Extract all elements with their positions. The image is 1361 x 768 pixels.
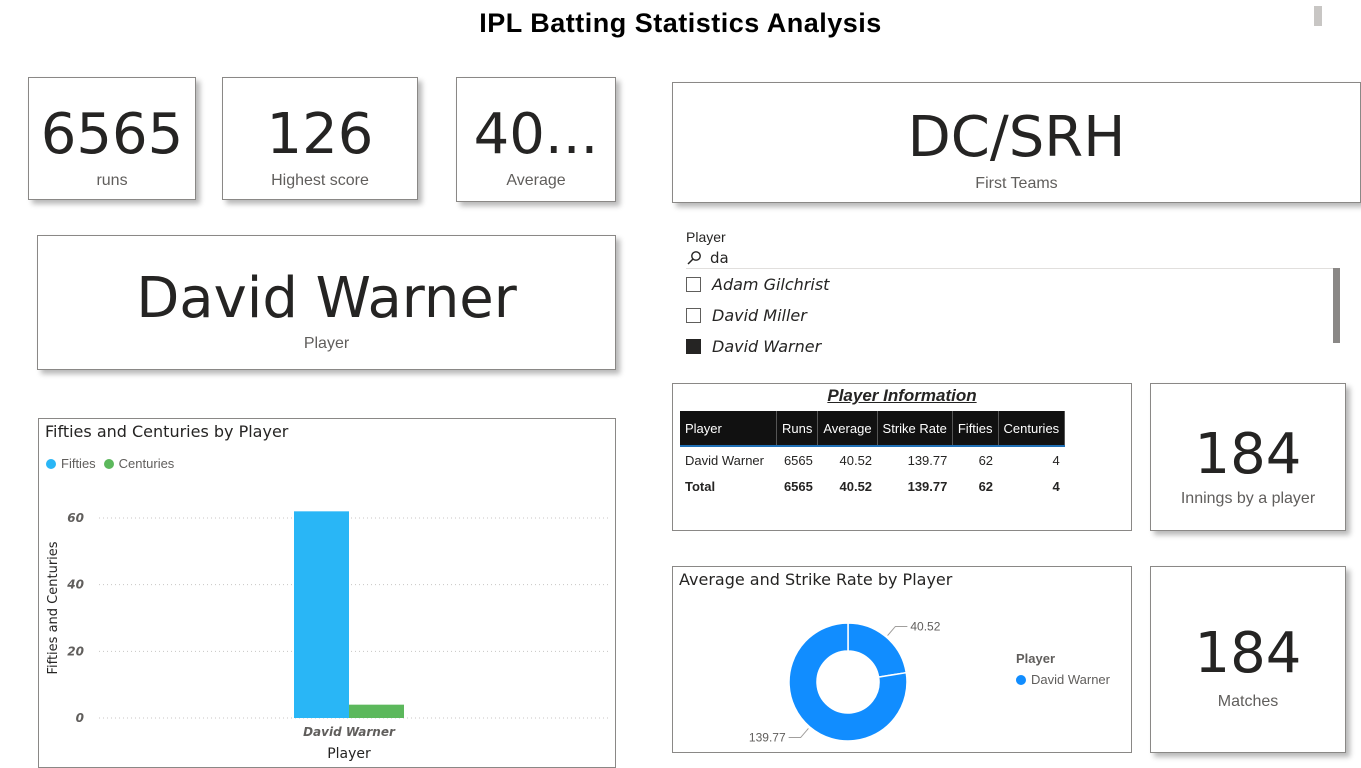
x-category-label: David Warner	[303, 725, 396, 739]
first-teams-value: DC/SRH	[907, 105, 1126, 170]
x-axis-title: Player	[327, 746, 371, 762]
runs-card: 6565 runs	[28, 77, 196, 200]
column-header[interactable]: Runs	[776, 411, 819, 446]
data-label: 139.77	[749, 731, 786, 745]
first-teams-label: First Teams	[975, 175, 1058, 192]
table-row: David Warner 6565 40.52 139.77 62 4	[680, 445, 1065, 473]
column-header[interactable]: Average	[817, 411, 878, 446]
search-input[interactable]	[710, 249, 1010, 267]
chart-title: Average and Strike Rate by Player	[679, 570, 953, 589]
legend-label: Fifties	[61, 456, 96, 471]
donut-slice[interactable]	[788, 622, 908, 742]
average-label: Average	[506, 172, 566, 189]
runs-value: 6565	[40, 102, 184, 167]
table-cell: 139.77	[907, 478, 948, 494]
matches-card: 184 Matches	[1150, 566, 1346, 753]
table-cell: 40.52	[817, 445, 878, 473]
table-cell: David Warner	[680, 445, 777, 473]
bar-fifties[interactable]	[294, 511, 349, 718]
y-axis-title: Fifties and Centuries	[46, 541, 61, 674]
column-header[interactable]: Centuries	[998, 411, 1066, 446]
legend-dot-centuries	[103, 458, 114, 469]
table-cell: 40.52	[839, 478, 873, 494]
table-cell: 139.77	[877, 445, 953, 473]
donut-legend: Player David Warner	[1016, 651, 1110, 687]
average-strike-rate-chart: Average and Strike Rate by Player 40.52 1…	[672, 566, 1132, 753]
slicer-search[interactable]	[686, 248, 1340, 269]
donut-slice[interactable]	[847, 622, 908, 678]
bar-chart-plot: 0 20 40 60 David Warner Player Fifties and …	[46, 511, 609, 762]
table-cell: 4	[1052, 478, 1060, 494]
legend-label: Centuries	[118, 456, 175, 471]
table-cell: 62	[952, 445, 999, 473]
slicer-item-david-warner[interactable]: David Warner	[686, 335, 821, 357]
legend-entry: David Warner	[1016, 672, 1110, 687]
average-card: 40... Average	[456, 77, 616, 202]
player-value: David Warner	[136, 266, 517, 331]
leader-line	[887, 625, 908, 636]
slicer-scrollbar[interactable]	[1333, 268, 1340, 343]
slicer-title: Player	[686, 229, 726, 245]
innings-label: Innings by a player	[1180, 490, 1316, 507]
y-tick-label: 40	[66, 578, 84, 592]
highest-score-value: 126	[266, 102, 374, 167]
matches-label: Matches	[1217, 693, 1279, 710]
scrollbar[interactable]	[1314, 6, 1322, 26]
checkbox[interactable]	[686, 276, 701, 292]
chart-title: Fifties and Centuries by Player	[45, 422, 289, 441]
table-title: Player Information	[827, 386, 977, 405]
slicer-item-david-miller[interactable]: David Miller	[686, 304, 807, 326]
table-cell: 6565	[776, 445, 818, 473]
first-teams-card: DC/SRH First Teams	[672, 82, 1361, 203]
legend-dot-fifties	[46, 458, 56, 469]
table-total-row: Total 6565 40.52 139.77 62 4	[680, 473, 1065, 499]
innings-card: 184 Innings by a player	[1150, 383, 1346, 531]
search-icon	[686, 250, 702, 266]
checkbox[interactable]	[686, 307, 701, 323]
donut-chart-plot: 40.52 139.77	[749, 619, 941, 745]
y-tick-label: 60	[67, 511, 84, 525]
player-card: David Warner Player	[37, 235, 616, 370]
player-label: Player	[303, 335, 350, 352]
table-header-row: Player Runs Average Strike Rate Fifties …	[680, 411, 1066, 446]
column-header[interactable]: Fifties	[952, 411, 999, 446]
highest-score-card: 126 Highest score	[222, 77, 418, 200]
y-tick-label: 0	[76, 711, 84, 725]
innings-value: 184	[1194, 422, 1302, 487]
legend-dot	[1016, 674, 1026, 685]
column-header[interactable]: Player	[680, 411, 777, 446]
y-tick-label: 20	[67, 644, 84, 658]
legend-label: David Warner	[1031, 672, 1110, 687]
player-information-table: Player Runs Average Strike Rate Fifties …	[680, 411, 1066, 499]
matches-value: 184	[1194, 621, 1302, 686]
legend-title: Player	[1016, 651, 1056, 666]
slicer-item-label: David Warner	[712, 336, 822, 356]
data-label: 40.52	[910, 619, 940, 633]
slicer-item-label: Adam Gilchrist	[712, 274, 830, 294]
table-cell: 6565	[783, 478, 813, 494]
highest-score-label: Highest score	[271, 172, 369, 189]
runs-label: runs	[96, 172, 128, 189]
checkbox[interactable]	[686, 338, 701, 354]
table-cell: 4	[998, 445, 1065, 473]
column-header[interactable]: Strike Rate	[877, 411, 953, 446]
table-cell: Total	[685, 478, 716, 494]
bar-centuries[interactable]	[349, 704, 404, 718]
slicer-item-adam-gilchrist[interactable]: Adam Gilchrist	[686, 273, 829, 295]
page-title: IPL Batting Statistics Analysis	[479, 8, 882, 38]
leader-line	[788, 728, 809, 739]
fifties-centuries-chart: Fifties and Centuries by Player Fifties …	[38, 418, 616, 768]
chart-legend: Fifties Centuries	[46, 456, 174, 471]
table-cell: 62	[978, 478, 994, 494]
average-value: 40...	[473, 102, 599, 167]
player-information-card: Player Information Player Runs Average S…	[672, 383, 1132, 531]
slicer-item-label: David Miller	[712, 305, 807, 325]
